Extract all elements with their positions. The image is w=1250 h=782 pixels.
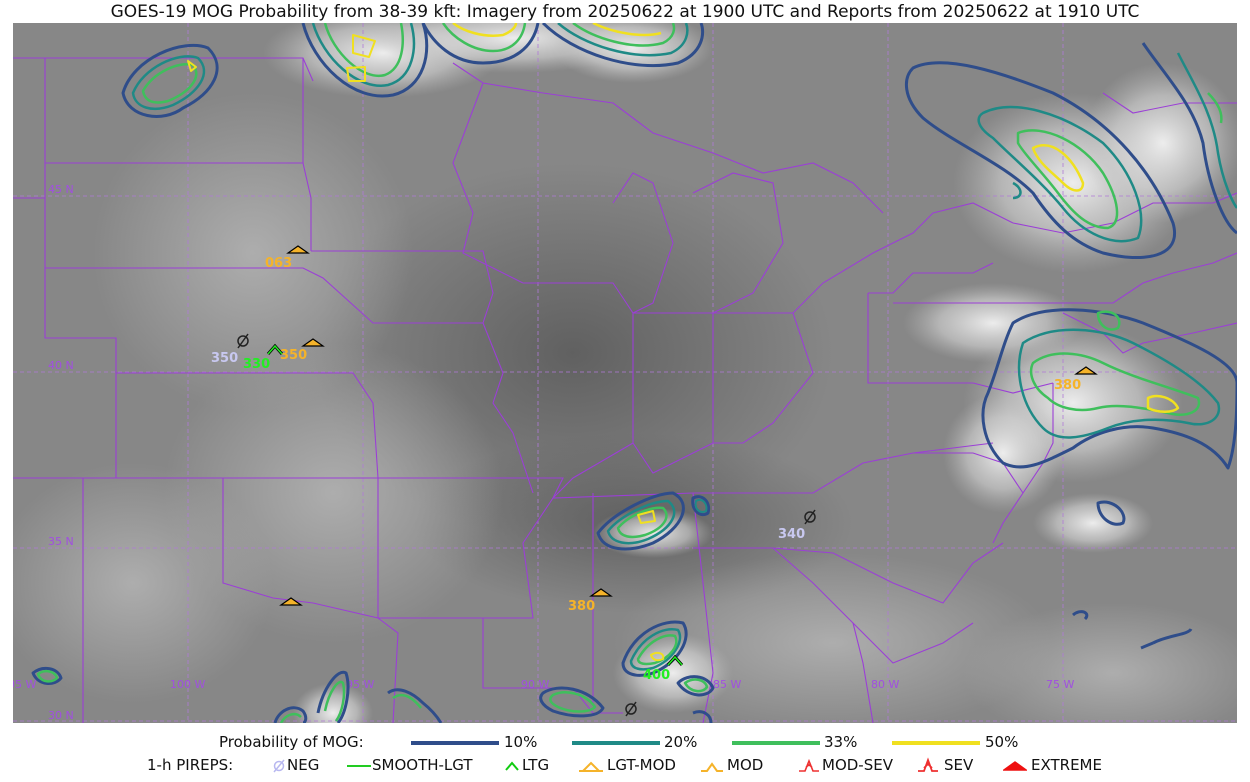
pirep-label: 063 <box>265 256 292 271</box>
contour-cluster-northwest <box>121 43 219 118</box>
pirep-neg-1[interactable]: 350 <box>211 333 249 366</box>
legend-mod-sev-label: MOD-SEV <box>822 756 893 774</box>
pirep-label: 340 <box>778 527 805 542</box>
pirep-lgt-mod-2[interactable]: 350 <box>280 338 325 363</box>
pirep-label: 400 <box>643 668 670 683</box>
lat-label-35: 35 N <box>48 535 74 548</box>
satellite-map: 45 N 40 N 35 N 30 N 105 W 100 W 95 W 90 … <box>13 23 1237 723</box>
contour-cluster-southwest <box>31 666 443 723</box>
lon-label-90: 90 W <box>521 678 549 691</box>
clouds <box>263 23 1237 723</box>
page-title: GOES-19 MOG Probability from 38-39 kft: … <box>110 2 1140 22</box>
legend-mod-label: MOD <box>727 756 764 774</box>
legend-line-50 <box>892 741 980 745</box>
extreme-icon <box>1003 761 1027 771</box>
pirep-legend: 1-h PIREPS: NEG SMOOTH-LGT LTG LGT-MOD M… <box>0 756 1250 778</box>
lgt-mod-icon <box>579 761 603 772</box>
pirep-markers: 063 350 330 350 380 340 <box>211 245 1098 717</box>
legend-label-10: 10% <box>504 733 538 751</box>
lat-label-45: 45 N <box>48 183 74 196</box>
lon-label-80: 80 W <box>871 678 899 691</box>
legend-sev-label: SEV <box>944 756 974 774</box>
legend-line-10 <box>411 741 499 745</box>
contour-cluster-southeast <box>539 491 715 723</box>
probability-legend: Probability of MOG: 10% 20% 33% 50% <box>0 733 1250 755</box>
legend-ltg-label: LTG <box>522 756 550 774</box>
probability-legend-title: Probability of MOG: <box>219 733 364 751</box>
lon-label-105: 105 W <box>13 678 36 691</box>
pirep-ltg-2[interactable]: 400 <box>643 654 684 683</box>
pirep-neg-2[interactable]: 340 <box>778 509 816 542</box>
pirep-lgt-mod-4[interactable] <box>279 597 303 606</box>
legend-line-33 <box>732 741 820 745</box>
contour-cluster-east <box>981 308 1237 650</box>
mog-contours <box>31 23 1237 723</box>
pirep-label: 350 <box>211 351 238 366</box>
legend-label-20: 20% <box>664 733 698 751</box>
legend-label-33: 33% <box>824 733 858 751</box>
ltg-icon <box>505 761 519 771</box>
legend-label-50: 50% <box>985 733 1019 751</box>
sev-icon <box>918 757 938 772</box>
smooth-lgt-icon <box>347 765 371 767</box>
pirep-legend-title: 1-h PIREPS: <box>147 756 234 774</box>
pirep-label: 330 <box>243 357 270 372</box>
legend-smooth-lgt-label: SMOOTH-LGT <box>372 756 473 774</box>
legend-lgt-mod-label: LGT-MOD <box>607 756 676 774</box>
lon-label-75: 75 W <box>1046 678 1074 691</box>
legend-line-20 <box>572 741 660 745</box>
lat-labels: 45 N 40 N 35 N 30 N <box>48 183 74 722</box>
legend-extreme-label: EXTREME <box>1031 756 1102 774</box>
mod-icon <box>701 762 723 772</box>
lon-label-100: 100 W <box>170 678 205 691</box>
lon-labels: 105 W 100 W 95 W 90 W 85 W 80 W 75 W <box>13 678 1074 691</box>
pirep-ltg-1[interactable]: 330 <box>243 343 284 372</box>
pirep-label: 380 <box>568 599 595 614</box>
pirep-label: 350 <box>280 348 307 363</box>
pirep-lgt-mod-1[interactable]: 063 <box>265 245 310 271</box>
lon-label-95: 95 W <box>346 678 374 691</box>
mod-sev-icon <box>799 758 819 772</box>
pirep-lgt-mod-3[interactable]: 380 <box>568 588 613 614</box>
neg-icon <box>273 759 285 773</box>
lat-label-40: 40 N <box>48 359 74 372</box>
pirep-label: 380 <box>1054 378 1081 393</box>
contour-cluster-northeast <box>904 42 1237 260</box>
legend-neg-label: NEG <box>287 756 320 774</box>
lon-label-85: 85 W <box>713 678 741 691</box>
contour-cluster-north <box>301 23 705 98</box>
state-borders <box>13 57 1237 723</box>
pirep-lgt-mod-5[interactable]: 380 <box>1054 366 1098 393</box>
pirep-neg-3[interactable] <box>625 701 637 717</box>
lat-label-30: 30 N <box>48 709 74 722</box>
